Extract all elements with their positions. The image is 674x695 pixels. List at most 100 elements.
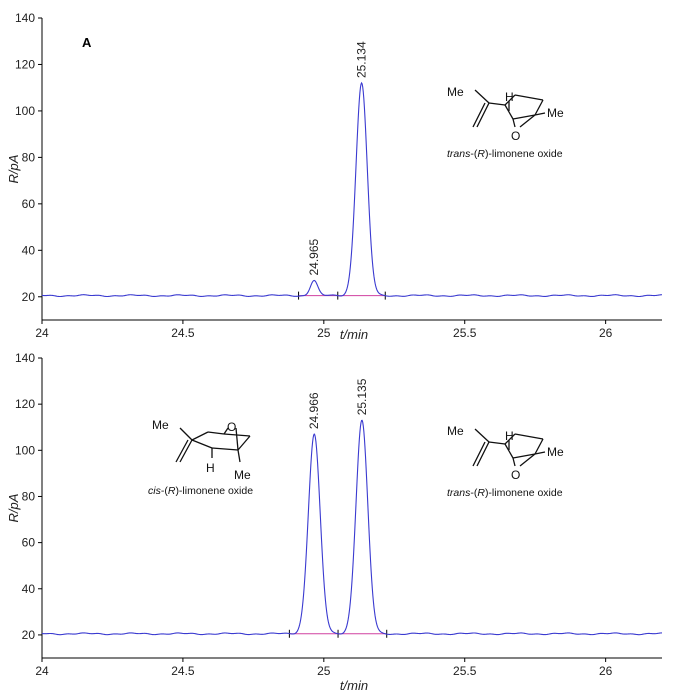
peak-retention-label: 24.966	[307, 392, 321, 429]
y-tick-label: 100	[15, 443, 35, 457]
bond-line	[235, 427, 239, 451]
bond-line	[512, 114, 536, 120]
plot-area-top	[41, 18, 662, 321]
y-tick-label: 120	[15, 397, 35, 411]
hydrogen-label: H	[505, 429, 514, 443]
caption-part: -(	[161, 485, 168, 497]
x-tick-group: 24 24.5 25 25.5 26	[35, 658, 613, 678]
x-axis-title: t/min	[340, 327, 368, 342]
methyl-label: Me	[447, 424, 464, 438]
bond-line	[191, 439, 213, 449]
trans-limonene-oxide-structure: Me H O Me trans-(R)-limonene oxide	[447, 85, 564, 160]
caption-stereo: cis	[148, 485, 162, 497]
bond-line	[476, 441, 490, 467]
y-tick-label: 20	[22, 628, 36, 642]
hydrogen-label: H	[505, 90, 514, 104]
bond-line	[519, 453, 536, 467]
chromatogram-trace	[41, 81, 663, 298]
bond-line	[534, 112, 546, 116]
y-tick-group: 20 40 60 80 100 120 140	[15, 11, 42, 304]
cis-limonene-oxide-structure: Me O H Me cis-(R)-limonene oxide	[148, 418, 253, 497]
y-tick-label: 40	[22, 582, 36, 596]
bond-line	[179, 439, 193, 463]
chromatogram-trace	[41, 419, 663, 636]
x-tick-label: 25.5	[453, 664, 477, 678]
y-tick-label: 60	[22, 197, 36, 211]
bond-line	[512, 453, 536, 459]
methyl-label: Me	[447, 85, 464, 99]
bond-line	[504, 104, 514, 120]
caption-config: R	[477, 487, 485, 499]
x-tick-label: 25	[317, 664, 331, 678]
caption-stereo: trans	[447, 148, 471, 160]
bond-line	[534, 451, 546, 455]
methyl-label: Me	[547, 445, 564, 459]
methyl-label: Me	[234, 468, 251, 482]
caption-part: -(	[470, 148, 477, 160]
bond-line	[504, 94, 516, 106]
y-tick-label: 80	[22, 150, 36, 164]
bond-line	[534, 438, 544, 455]
bond-line	[512, 118, 516, 128]
bond-line	[514, 433, 544, 440]
y-tick-label: 20	[22, 290, 36, 304]
bond-line	[474, 89, 490, 104]
bond-line	[519, 114, 536, 128]
bond-line	[472, 441, 486, 467]
bond-line	[223, 427, 229, 435]
bond-line	[472, 102, 486, 128]
bond-line	[504, 443, 514, 459]
x-axis-title: t/min	[340, 678, 368, 693]
caption-part: -(	[470, 487, 477, 499]
y-tick-label: 40	[22, 243, 36, 257]
caption-config: R	[168, 485, 176, 497]
peak-retention-label: 25.135	[355, 378, 369, 415]
x-tick-label: 25.5	[453, 326, 477, 340]
bond-line	[191, 431, 209, 441]
bond-line	[237, 449, 241, 463]
plot-area-bottom	[41, 358, 662, 659]
x-tick-label: 25	[317, 326, 331, 340]
oxygen-label: O	[227, 420, 236, 434]
y-tick-label: 80	[22, 489, 36, 503]
caption-part: )-limonene oxide	[175, 485, 253, 497]
bond-line	[534, 99, 544, 116]
x-tick-label: 26	[599, 326, 613, 340]
bond-line	[476, 102, 490, 128]
x-tick-label: 26	[599, 664, 613, 678]
bond-line	[504, 433, 516, 445]
y-tick-label: 100	[15, 104, 35, 118]
structure-caption: trans-(R)-limonene oxide	[447, 148, 563, 160]
x-tick-label: 24	[35, 664, 49, 678]
bond-line	[207, 431, 225, 435]
peak-label-group: 24.966 25.135	[307, 378, 369, 429]
methyl-label: Me	[152, 418, 169, 432]
caption-part: )-limonene oxide	[485, 487, 563, 499]
hydrogen-label: H	[206, 461, 215, 475]
y-tick-group: 20 40 60 80 100 120 140	[15, 351, 42, 642]
structure-caption: trans-(R)-limonene oxide	[447, 487, 563, 499]
oxygen-label: O	[511, 468, 520, 482]
bond-line	[488, 102, 506, 106]
caption-stereo: trans	[447, 487, 471, 499]
y-tick-label: 140	[15, 11, 35, 25]
bond-line	[488, 441, 506, 445]
bond-line	[179, 427, 193, 441]
methyl-label: Me	[547, 106, 564, 120]
bond-line	[514, 94, 544, 101]
y-tick-label: 140	[15, 351, 35, 365]
peak-retention-label: 25.134	[355, 41, 369, 78]
bond-line	[237, 435, 251, 451]
x-tick-group: 24 24.5 25 25.5 26	[35, 320, 613, 340]
bond-line	[474, 428, 490, 443]
y-axis-title: R/pA	[6, 494, 21, 523]
caption-config: R	[477, 148, 485, 160]
bond-line	[211, 447, 239, 451]
bond-line	[175, 439, 189, 463]
chromatogram-panel-top: 20 40 60 80 100 120 140 24 24.5 25 25.5 26 A t/min…	[6, 11, 663, 342]
peak-retention-label: 24.965	[307, 238, 321, 275]
chromatogram-panel-bottom: 20 40 60 80 100 120 140 24 24.5 25 25.5 26 t/min R…	[6, 351, 663, 693]
bond-line	[512, 457, 516, 467]
